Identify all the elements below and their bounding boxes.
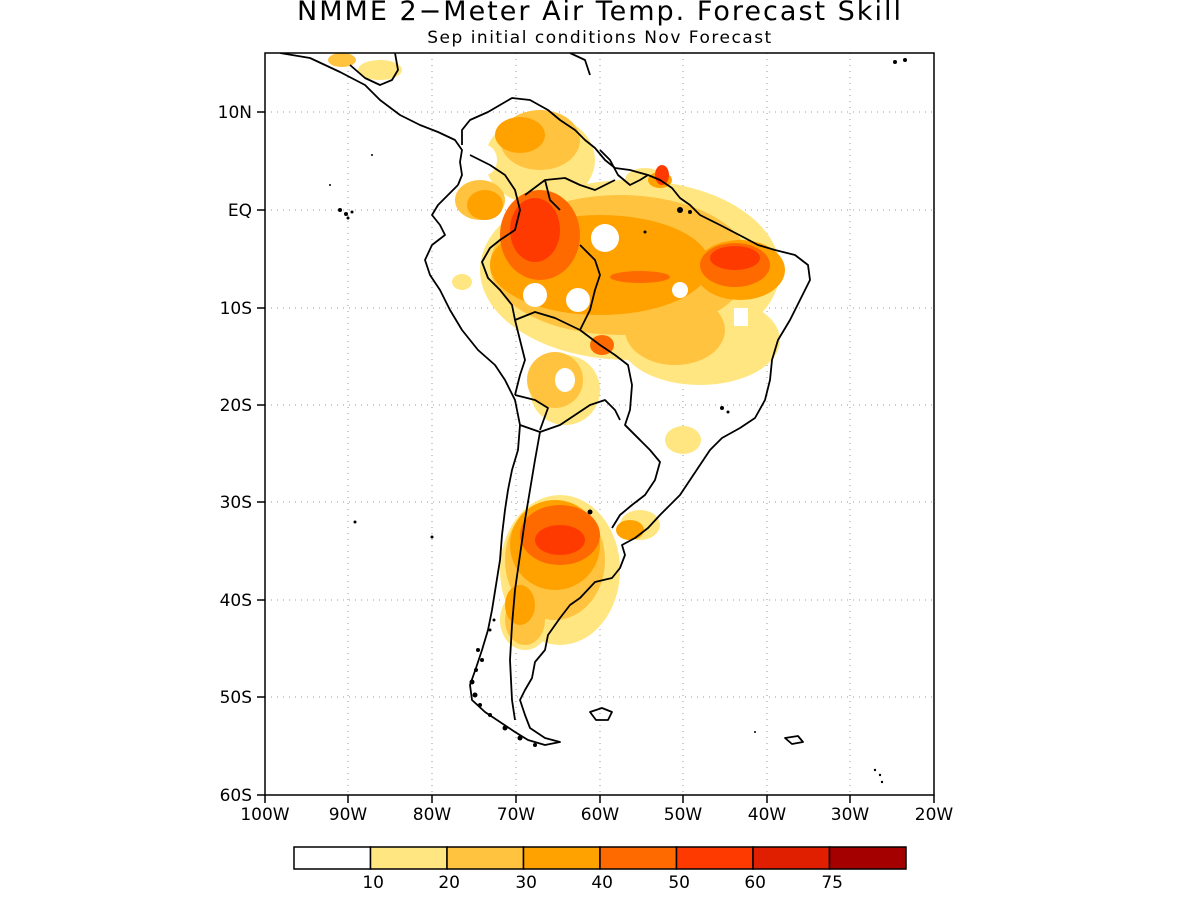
legend-label: 75 bbox=[821, 873, 843, 893]
axis-ticks bbox=[257, 111, 935, 803]
lat-label: 20S bbox=[220, 396, 252, 416]
legend-label: 40 bbox=[591, 873, 613, 893]
lat-label: 60S bbox=[220, 786, 252, 806]
legend-label: 30 bbox=[515, 873, 537, 893]
legend-label: 10 bbox=[362, 873, 384, 893]
legend-swatch bbox=[828, 846, 907, 870]
lat-label: 50S bbox=[220, 688, 252, 708]
skill-shading bbox=[328, 53, 785, 650]
lat-label: 40S bbox=[220, 591, 252, 611]
map-grid bbox=[265, 53, 934, 795]
lat-label: 30S bbox=[220, 493, 252, 513]
lat-label: EQ bbox=[228, 201, 252, 221]
lat-label: 10N bbox=[218, 103, 252, 123]
islands bbox=[329, 58, 907, 784]
lon-label: 60W bbox=[581, 805, 620, 825]
map-subtitle: Sep initial conditions Nov Forecast bbox=[427, 28, 773, 48]
legend-label: 20 bbox=[438, 873, 460, 893]
map-title: NMME 2−Meter Air Temp. Forecast Skill bbox=[297, 0, 903, 27]
legend-swatch bbox=[446, 846, 525, 870]
lon-label: 80W bbox=[413, 805, 452, 825]
legend-swatch bbox=[293, 846, 372, 870]
legend-swatch bbox=[752, 846, 831, 870]
lon-label: 50W bbox=[664, 805, 703, 825]
legend-swatch bbox=[369, 846, 448, 870]
lon-label: 40W bbox=[748, 805, 787, 825]
legend-label: 60 bbox=[744, 873, 766, 893]
coastlines bbox=[279, 53, 811, 746]
legend-label: 50 bbox=[668, 873, 690, 893]
legend-swatch bbox=[522, 846, 601, 870]
lon-label: 100W bbox=[240, 805, 289, 825]
lon-label: 30W bbox=[831, 805, 870, 825]
lon-label: 20W bbox=[915, 805, 954, 825]
lon-label: 70W bbox=[497, 805, 536, 825]
lat-label: 10S bbox=[220, 299, 252, 319]
color-legend: 10 20 30 40 50 60 75 bbox=[293, 846, 907, 893]
legend-swatch bbox=[675, 846, 754, 870]
legend-swatch bbox=[599, 846, 678, 870]
lon-label: 90W bbox=[329, 805, 368, 825]
